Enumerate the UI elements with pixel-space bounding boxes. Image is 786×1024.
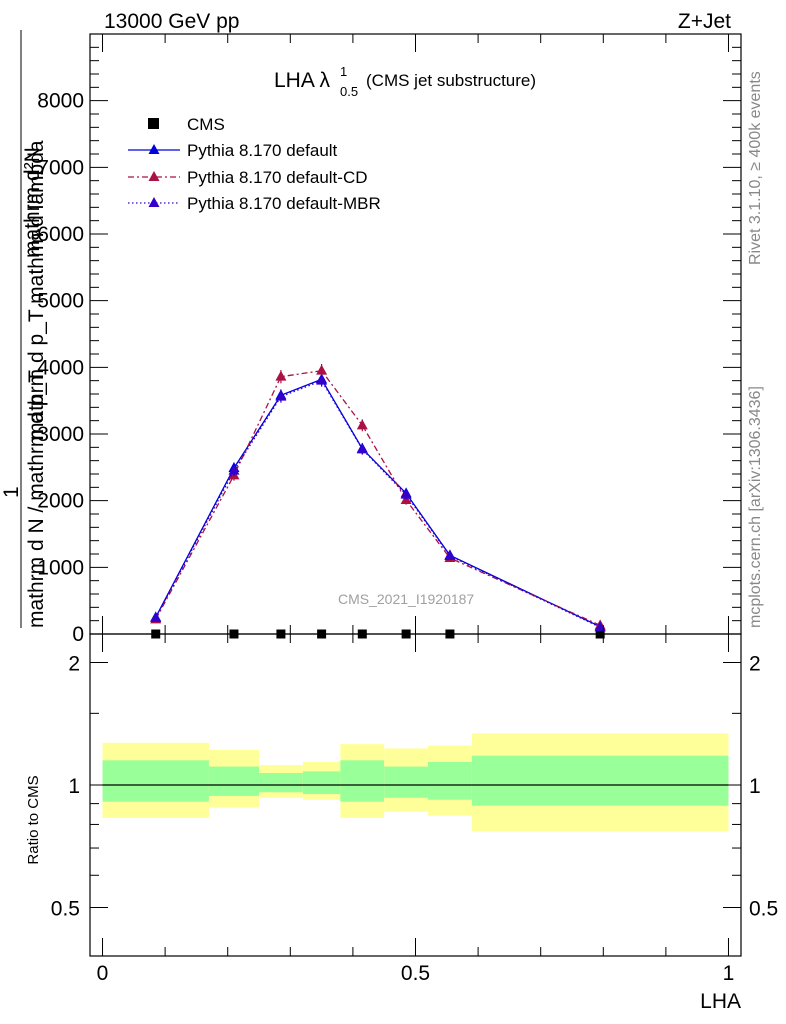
ratio-inner-band-6	[428, 761, 472, 800]
ratio-ytick-label-right-1: 1	[749, 775, 761, 798]
xtick-label-2: 1	[723, 962, 735, 985]
series-3-point-3	[316, 374, 328, 385]
header-energy: 13000 GeV pp	[104, 10, 239, 33]
main-panel: 0 1000 2000 3000 4000 5000 6000 7000 8000	[37, 33, 742, 646]
ratio-inner-band-3	[302, 771, 341, 795]
ratio-inner-band-2	[259, 773, 303, 793]
title-main: LHA λ	[274, 69, 331, 92]
main-ytick-label-2: 2000	[37, 490, 84, 513]
series-3-point-1	[228, 464, 240, 475]
series-3-point-4	[356, 443, 368, 454]
main-ytick-label-6: 6000	[37, 223, 84, 246]
plot-title: LHA λ 1 0.5 (CMS jet substructure)	[274, 64, 536, 99]
series-3-point-2	[275, 390, 287, 401]
series-3-point-5	[400, 488, 412, 499]
series-line-1	[155, 378, 601, 628]
legend-marker-cd	[148, 171, 160, 181]
legend-marker-mbr	[148, 197, 160, 207]
ratio-ytick-label-right-2: 2	[749, 653, 761, 676]
ratio-inner-band-0	[102, 760, 209, 802]
ylabel-mid: mathrm d p_T mathrm d lambda	[25, 140, 48, 440]
ratio-ytick-label-left-1: 1	[68, 775, 80, 798]
series-2-point-3	[316, 364, 328, 375]
header-process: Z+Jet	[678, 10, 731, 33]
ratio-panel: 0.5 0.5 1 1 2 2 0 0.5 1	[51, 633, 778, 985]
legend-marker-default	[148, 144, 160, 154]
ratio-inner-band-1	[208, 766, 260, 796]
series-line-2	[155, 370, 601, 626]
series-2-point-4	[356, 419, 368, 430]
ratio-inner-band-5	[384, 766, 429, 798]
xtick-label-1: 0.5	[401, 962, 430, 985]
title-note: (CMS jet substructure)	[366, 71, 536, 90]
main-ytick-label-5: 5000	[37, 290, 84, 313]
title-sup: 1	[340, 64, 347, 79]
title-sub: 0.5	[340, 84, 358, 99]
ratio-ytick-label-left-2: 2	[68, 653, 80, 676]
analysis-watermark: CMS_2021_I1920187	[338, 591, 474, 607]
xtick-label-0: 0	[97, 962, 109, 985]
main-ytick-label-8: 8000	[37, 90, 84, 113]
legend-label-cms: CMS	[187, 115, 225, 134]
main-ytick-label-4: 4000	[37, 356, 84, 379]
main-ytick-label-7: 7000	[37, 156, 84, 179]
legend-label-cd: Pythia 8.170 default-CD	[187, 168, 368, 187]
ratio-inner-band-4	[340, 760, 385, 802]
main-ytick-label-1: 1000	[37, 556, 84, 579]
legend-label-default: Pythia 8.170 default	[187, 141, 338, 160]
ratio-ytick-label-right-0: 0.5	[749, 897, 778, 920]
ratio-inner-band-7	[471, 755, 729, 806]
main-ytick-label-3: 3000	[37, 423, 84, 446]
main-ylabel: mathrm d²N mathrm d p_T mathrm d lambda …	[0, 30, 48, 628]
legend: CMS Pythia 8.170 default Pythia 8.170 de…	[128, 115, 381, 213]
series-3-point-6	[444, 550, 456, 560]
series-3-point-0	[150, 612, 162, 622]
legend-label-mbr: Pythia 8.170 default-MBR	[187, 194, 381, 213]
legend-marker-cms	[148, 118, 159, 129]
ylabel-num: 1	[0, 486, 23, 498]
xaxis-label: LHA	[700, 990, 741, 1013]
ylabel-den: mathrm d N / mathrm d p_T	[25, 370, 48, 628]
series-line-3	[155, 379, 601, 628]
ylabel-top: mathrm d²N	[21, 147, 44, 258]
ratio-ytick-label-left-0: 0.5	[51, 897, 80, 920]
main-ytick-label-0: 0	[72, 623, 84, 646]
ratio-ylabel: Ratio to CMS	[25, 775, 42, 864]
rivet-version-label: Rivet 3.1.10, ≥ 400k events	[747, 71, 764, 265]
series-2-point-2	[275, 370, 287, 381]
mcplots-reference-label: mcplots.cern.ch [arXiv:1306.3436]	[747, 386, 764, 628]
